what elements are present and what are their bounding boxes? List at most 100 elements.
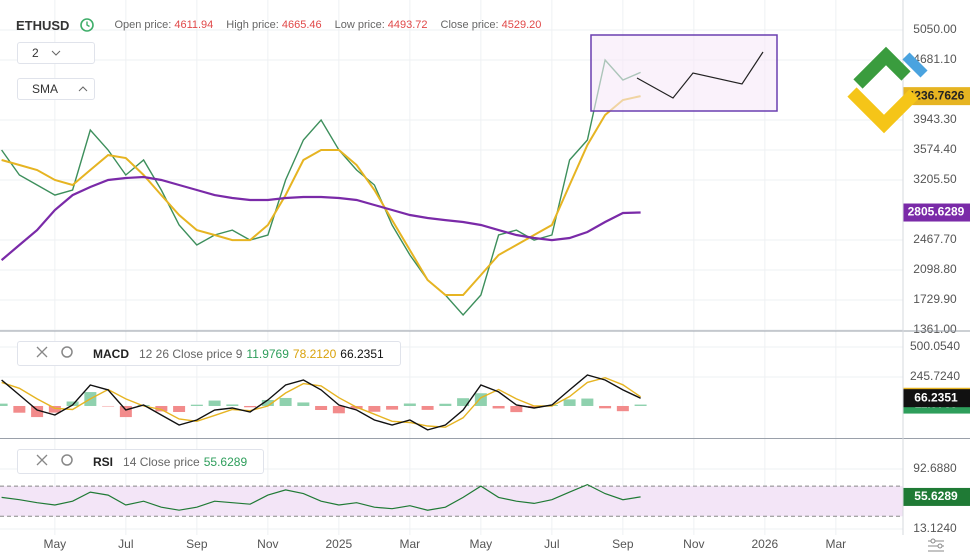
stat-label: Close price: [440, 19, 499, 31]
stat-value: 4493.72 [387, 19, 428, 31]
stat: Open price: 4611.94 [114, 19, 213, 31]
last-value-label: 66.2351 [914, 390, 958, 404]
histogram-bar [208, 400, 221, 406]
last-value-label: 2805.6289 [908, 205, 965, 219]
x-tick-label: May [470, 537, 493, 551]
x-tick-label: Nov [257, 537, 278, 551]
interval: 2 [32, 46, 39, 60]
y-tick-label: 1361.00 [913, 322, 957, 336]
indicator-dropdown[interactable]: SMA [17, 78, 95, 100]
histogram-bar [599, 405, 612, 409]
y-tick-label: 4681.10 [913, 52, 957, 66]
y-tick-label: 3943.30 [913, 112, 957, 126]
histogram-bar [261, 399, 274, 406]
x-tick-label: Sep [186, 537, 208, 551]
x-tick-label: 2025 [325, 537, 352, 551]
histogram-bar [439, 403, 452, 406]
stat: Low price: 4493.72 [335, 19, 428, 31]
histogram-bar [581, 398, 594, 406]
legend-value: 78.2120 [292, 346, 337, 361]
stat-label: High price: [226, 19, 279, 31]
series-line [0, 175, 641, 261]
histogram-bar [386, 405, 399, 410]
x-tick-label: 2026 [751, 537, 778, 551]
legend-value: 11.9769 [246, 346, 289, 361]
macd-legend: MACD 12 26 Close price 9 11.9769 78.2120… [17, 341, 401, 366]
histogram-bar [403, 403, 416, 406]
x-tick-label: Jul [118, 537, 133, 551]
header: ETHUSD Open price: 4611.94 High price: 466… [16, 17, 541, 33]
y-tick-label: 500.0540 [910, 339, 960, 353]
stat: Close price: 4529.20 [441, 19, 542, 31]
histogram-bar [31, 405, 44, 418]
stat-value: 4611.94 [174, 19, 214, 31]
histogram-bar [457, 398, 470, 406]
y-tick-label: 3205.50 [913, 172, 957, 186]
histogram-bar [173, 405, 186, 413]
last-value-label: 4236.7626 [908, 88, 965, 102]
x-tick-label: Jul [544, 537, 559, 551]
histogram-bar [279, 397, 292, 406]
legend-name: MACD [93, 346, 129, 361]
legend-params: 12 26 Close price 9 [139, 346, 243, 361]
y-tick-label: 5050.00 [913, 22, 957, 36]
histogram-bar [510, 405, 523, 413]
stat-label: Open price: [114, 19, 172, 31]
histogram-bar [332, 405, 345, 414]
y-tick-label: 245.7240 [910, 369, 960, 383]
indicator: SMA [32, 82, 59, 96]
histogram-bar [616, 405, 629, 412]
legend-name: RSI [93, 454, 114, 469]
y-tick-label: 1729.90 [913, 292, 957, 306]
y-tick-label: 2467.70 [913, 232, 957, 246]
chevron [51, 50, 61, 56]
interval-dropdown[interactable]: 2 [17, 42, 95, 64]
x-tick-label: Nov [683, 537, 704, 551]
histogram-bar [13, 405, 26, 413]
histogram-bar [315, 405, 328, 410]
series-line [1, 374, 641, 431]
histogram-bar [155, 405, 168, 412]
histogram-bar [634, 404, 647, 406]
stat-value: 4529.20 [501, 19, 542, 31]
histogram-bar [563, 399, 576, 406]
rsi-legend: RSI 14 Close price 55.6289 [17, 449, 265, 474]
series-line [1, 95, 641, 296]
last-value-box [903, 203, 970, 222]
chevron [78, 86, 88, 92]
legend-params: 14 Close price [123, 454, 200, 469]
histogram-bar [190, 404, 203, 406]
histogram-bar [528, 405, 541, 408]
stat-label: Low price: [334, 19, 385, 31]
series-line [1, 483, 641, 511]
y-tick-label: 13.1240 [913, 521, 957, 535]
y-tick-label: 3574.40 [913, 142, 957, 156]
legend-value: 66.2351 [340, 346, 384, 361]
last-value-label: 55.6289 [914, 489, 958, 503]
symbol: ETHUSD [16, 17, 70, 33]
y-tick-label: 2098.80 [913, 262, 957, 276]
x-tick-label: Sep [612, 537, 634, 551]
last-value-box [903, 389, 970, 408]
histogram-bar [0, 403, 8, 406]
x-tick-label: Mar [400, 537, 421, 551]
legend-value: 55.6289 [203, 454, 248, 469]
histogram-bar [368, 405, 381, 412]
series-line [1, 376, 641, 428]
histogram-bar [66, 401, 79, 406]
histogram-bar [492, 405, 505, 409]
last-value-box [903, 487, 970, 506]
histogram-bar [244, 405, 257, 408]
last-value-box [903, 87, 970, 106]
histogram-bar [48, 405, 61, 413]
histogram-bar [297, 402, 310, 406]
histogram-bar [226, 404, 239, 406]
series-line [1, 58, 641, 317]
y-tick-label: 92.6880 [913, 461, 957, 475]
x-tick-label: May [44, 537, 67, 551]
band-fill [0, 486, 903, 517]
clock-icon[interactable] [79, 17, 95, 33]
histogram-bar [119, 405, 132, 418]
